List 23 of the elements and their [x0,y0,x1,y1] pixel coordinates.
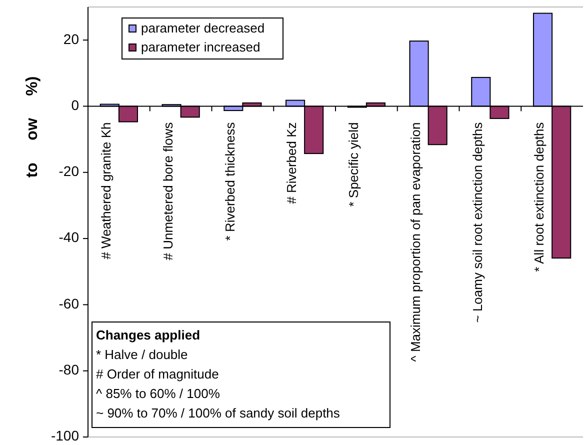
annotation: * Halve / double [96,346,188,362]
y-axis-title: to ow %) [24,76,42,178]
annotation: Changes applied [96,327,200,342]
y-tick-label: -20 [58,163,80,180]
x-tick-label: * Specific yield [346,122,362,207]
annotation: # Order of magnitude [96,366,219,382]
x-tick-label: # Riverbed Kz [284,122,300,204]
x-tick-label: * All root extinction depths [532,122,547,272]
x-tick-label: ~ Loamy soil root extinction depths [470,122,485,323]
annotation: ~ 90% to 70% / 100% of sandy soil depths [96,405,340,420]
y-tick-label: -100 [50,428,80,444]
y-tick-label: -60 [58,295,80,312]
y-tick-label: -40 [58,229,80,246]
y-tick-label: 20 [63,30,80,47]
legend-label: parameter increased [141,39,260,54]
y-tick-label: -80 [58,362,80,378]
y-tick-label: 0 [71,96,80,113]
x-tick-label: ^ Maximum proportion of pan evaporation [408,122,423,362]
annotation: ^ 85% to 60% / 100% [96,386,220,401]
legend-label: parameter decreased [141,20,265,36]
x-tick-label: # Unmetered bore flows [160,122,176,260]
x-tick-label: * Riverbed thickness [222,122,238,241]
x-tick-label: # Weathered granite Kh [98,122,114,260]
